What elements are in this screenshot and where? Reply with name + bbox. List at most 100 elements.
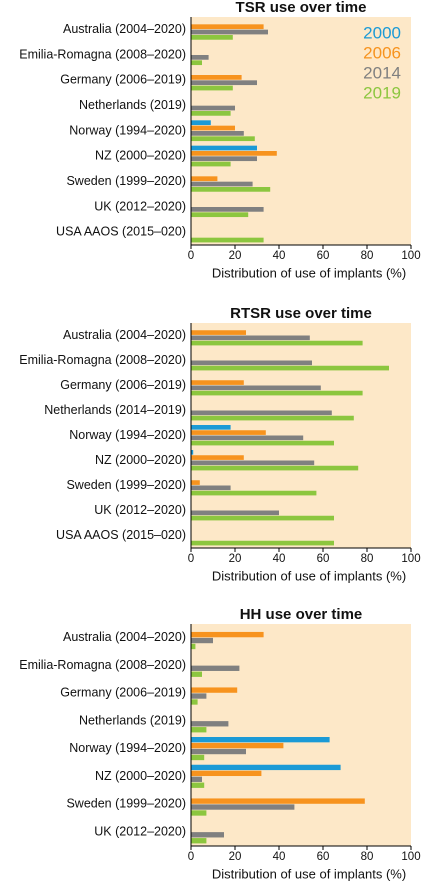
bar xyxy=(191,540,334,546)
bar xyxy=(191,335,310,341)
y-tick-label: Germany (2006–2019) xyxy=(60,73,186,87)
x-tick-label: 60 xyxy=(317,851,330,863)
y-tick-label: Germany (2006–2019) xyxy=(60,686,186,700)
bar xyxy=(191,187,271,192)
y-tick-label: Netherlands (2014–2019) xyxy=(44,403,186,417)
bar xyxy=(191,748,246,755)
bar xyxy=(191,687,238,693)
bar xyxy=(191,460,315,466)
bar xyxy=(191,35,233,40)
legend-entry: 2014 xyxy=(363,63,401,82)
bar xyxy=(191,131,244,136)
bar xyxy=(191,161,231,167)
y-tick-label: Germany (2006–2019) xyxy=(60,378,186,392)
bar xyxy=(191,29,268,35)
x-tick-label: 40 xyxy=(273,553,286,565)
chart-title: RTSR use over time xyxy=(230,305,372,322)
bar xyxy=(191,360,312,366)
bar xyxy=(191,631,264,638)
plot-background xyxy=(191,624,411,846)
bar xyxy=(191,450,194,455)
bar xyxy=(191,105,235,111)
bar xyxy=(191,415,354,421)
x-tick-label: 80 xyxy=(361,851,374,863)
bar xyxy=(191,721,229,727)
x-tick-label: 80 xyxy=(361,250,374,262)
bar xyxy=(191,385,321,391)
bar xyxy=(191,832,224,838)
x-tick-label: 100 xyxy=(401,250,420,262)
bar xyxy=(191,440,334,446)
bar xyxy=(191,637,213,644)
bar xyxy=(191,125,235,131)
x-tick-label: 60 xyxy=(317,250,330,262)
bar xyxy=(191,75,242,80)
y-tick-label: Sweden (1999–2020) xyxy=(66,797,186,811)
y-tick-label: Netherlands (2019) xyxy=(79,713,186,727)
bar xyxy=(191,80,257,86)
y-tick-label: Norway (1994–2020) xyxy=(69,741,186,755)
y-tick-label: Australia (2004–2020) xyxy=(63,328,186,342)
y-tick-label: NZ (2000–2020) xyxy=(95,149,186,163)
bar xyxy=(191,490,317,496)
bar xyxy=(191,737,330,743)
bar xyxy=(191,176,218,182)
bar xyxy=(191,515,334,521)
y-tick-label: Australia (2004–2020) xyxy=(63,22,186,36)
y-tick-label: Emilia-Romagna (2008–2020) xyxy=(19,353,186,367)
bar xyxy=(191,776,202,782)
bar xyxy=(191,665,240,671)
x-axis-label: Distribution of use of implants (%) xyxy=(212,265,406,280)
bar xyxy=(191,693,207,699)
legend-entry: 2006 xyxy=(363,43,401,62)
x-tick-label: 40 xyxy=(273,250,286,262)
bar xyxy=(191,643,196,650)
bar xyxy=(191,465,359,471)
y-tick-label: USA AAOS (2015–020) xyxy=(56,225,186,239)
chart-title: HH use over time xyxy=(240,606,363,623)
bar xyxy=(191,838,207,844)
bar xyxy=(191,485,231,491)
bar xyxy=(191,770,262,777)
y-tick-label: Sweden (1999–2020) xyxy=(66,478,186,492)
y-tick-label: UK (2012–2020) xyxy=(94,824,186,838)
bar xyxy=(191,810,207,816)
bar xyxy=(191,181,253,187)
x-tick-label: 80 xyxy=(361,553,374,565)
y-tick-label: Australia (2004–2020) xyxy=(63,630,186,644)
y-tick-label: UK (2012–2020) xyxy=(94,199,186,213)
bar xyxy=(191,742,284,749)
y-tick-label: Netherlands (2019) xyxy=(79,98,186,112)
bar xyxy=(191,145,257,151)
x-tick-label: 20 xyxy=(229,851,242,863)
bar xyxy=(191,727,207,733)
y-tick-label: Norway (1994–2020) xyxy=(69,123,186,137)
x-tick-label: 40 xyxy=(273,851,286,863)
bar xyxy=(191,111,231,116)
bar xyxy=(191,151,277,156)
x-tick-label: 0 xyxy=(188,250,194,262)
x-tick-label: 0 xyxy=(188,851,194,863)
y-tick-label: NZ (2000–2020) xyxy=(95,453,186,467)
bar xyxy=(191,207,264,212)
bar xyxy=(191,365,389,371)
y-tick-label: Norway (1994–2020) xyxy=(69,428,186,442)
x-tick-label: 100 xyxy=(401,553,420,565)
bar xyxy=(191,410,332,416)
bar xyxy=(191,136,255,142)
x-tick-label: 0 xyxy=(188,553,194,565)
x-tick-label: 20 xyxy=(229,553,242,565)
bar xyxy=(191,510,279,516)
y-tick-label: Sweden (1999–2020) xyxy=(66,174,186,188)
bar xyxy=(191,390,363,396)
x-axis-label: Distribution of use of implants (%) xyxy=(212,866,406,881)
chart-title: TSR use over time xyxy=(236,0,367,16)
bar xyxy=(191,85,233,91)
bar xyxy=(191,435,304,441)
bar xyxy=(191,480,200,485)
bar xyxy=(191,455,244,460)
bar xyxy=(191,798,365,804)
bar xyxy=(191,55,209,60)
